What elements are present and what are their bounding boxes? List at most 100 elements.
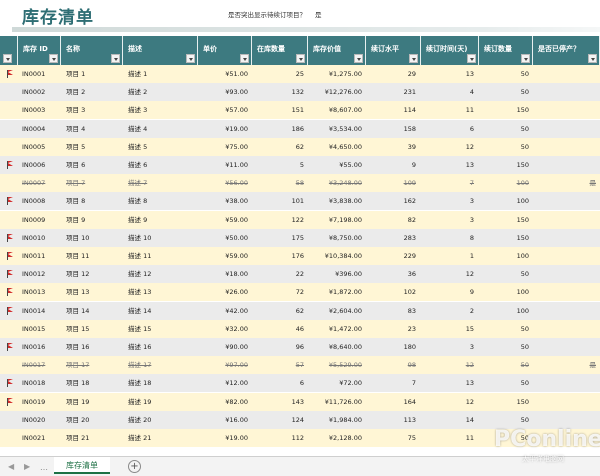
cell-reorder-days[interactable]: 8 <box>469 233 474 242</box>
cell-reorder-level[interactable]: 9 <box>411 161 416 169</box>
cell-discontinued[interactable] <box>533 393 596 411</box>
cell-inventory-id[interactable]: IN0004 <box>22 124 46 133</box>
cell-description[interactable]: 描述 15 <box>128 324 152 333</box>
cell-reorder-qty[interactable]: 150 <box>516 233 529 242</box>
cell-reorder-qty[interactable]: 150 <box>516 106 529 115</box>
cell-discontinued[interactable]: 是 <box>589 179 597 188</box>
table-row[interactable]: IN0011 项目 11 描述 11 ¥59.00 176 ¥10,384.00 229 1 1… <box>0 247 600 265</box>
cell-description[interactable]: 描述 12 <box>128 270 152 279</box>
cell-name[interactable]: 项目 8 <box>66 197 86 206</box>
cell-inventory-value[interactable]: ¥3,248.00 <box>328 179 362 188</box>
cell-description[interactable]: 描述 10 <box>128 233 152 242</box>
cell-name[interactable]: 项目 15 <box>66 324 90 333</box>
cell-inventory-id[interactable]: IN0007 <box>22 179 46 188</box>
cell-reorder-days[interactable]: 15 <box>465 324 474 333</box>
cell-inventory-id[interactable]: IN0018 <box>22 379 46 388</box>
cell-reorder-qty[interactable]: 50 <box>520 361 529 370</box>
cell-reorder-qty[interactable]: 100 <box>516 252 529 260</box>
cell-inventory-id[interactable]: IN0011 <box>22 252 46 260</box>
filter-dropdown-icon[interactable] <box>3 54 12 63</box>
header-reorder-days[interactable]: 续订时间(天) <box>421 36 479 65</box>
cell-discontinued[interactable] <box>533 320 596 338</box>
cell-reorder-qty[interactable]: 50 <box>520 434 529 442</box>
cell-inventory-id[interactable]: IN0014 <box>22 306 46 315</box>
cell-qty-in-stock[interactable]: 112 <box>291 434 304 442</box>
cell-unit-price[interactable]: ¥16.00 <box>225 415 248 424</box>
table-row[interactable]: IN0005 项目 5 描述 5 ¥75.00 62 ¥4,650.00 39 12 50 <box>0 137 600 156</box>
cell-reorder-days[interactable]: 13 <box>465 161 474 169</box>
cell-description[interactable]: 描述 17 <box>128 361 152 370</box>
cell-reorder-level[interactable]: 83 <box>407 306 416 315</box>
cell-name[interactable]: 项目 17 <box>66 361 90 370</box>
cell-discontinued[interactable] <box>533 302 596 320</box>
cell-inventory-id[interactable]: IN0016 <box>22 343 46 351</box>
filter-dropdown-icon[interactable] <box>354 54 363 63</box>
cell-reorder-qty[interactable]: 150 <box>516 397 529 406</box>
cell-inventory-id[interactable]: IN0005 <box>22 142 46 151</box>
cell-reorder-days[interactable]: 2 <box>469 306 474 315</box>
cell-unit-price[interactable]: ¥51.00 <box>225 70 248 78</box>
cell-reorder-qty[interactable]: 100 <box>516 197 529 206</box>
cell-reorder-days[interactable]: 9 <box>469 288 474 297</box>
cell-description[interactable]: 描述 13 <box>128 288 152 297</box>
cell-reorder-qty[interactable]: 50 <box>520 142 529 151</box>
cell-name[interactable]: 项目 14 <box>66 306 90 315</box>
table-row[interactable]: IN0006 项目 6 描述 6 ¥11.00 5 ¥55.00 9 13 150 <box>0 156 600 174</box>
table-row[interactable]: IN0009 项目 9 描述 9 ¥59.00 122 ¥7,198.00 82 3 150 <box>0 210 600 229</box>
cell-inventory-value[interactable]: ¥8,607.00 <box>328 106 362 115</box>
cell-reorder-qty[interactable]: 100 <box>516 179 529 188</box>
cell-reorder-days[interactable]: 6 <box>469 124 474 133</box>
table-row[interactable]: IN0016 项目 16 描述 16 ¥90.00 96 ¥8,640.00 180 3 50 <box>0 338 600 356</box>
cell-description[interactable]: 描述 16 <box>128 343 152 351</box>
cell-qty-in-stock[interactable]: 22 <box>295 270 304 279</box>
cell-discontinued[interactable] <box>533 138 596 156</box>
header-reorder-level[interactable]: 续订水平 <box>366 36 421 65</box>
cell-reorder-days[interactable]: 4 <box>469 88 474 97</box>
table-row[interactable]: IN0004 项目 4 描述 4 ¥19.00 186 ¥3,534.00 158 6 50 <box>0 119 600 138</box>
cell-description[interactable]: 描述 6 <box>128 161 148 169</box>
more-tabs-icon[interactable]: … <box>40 463 48 472</box>
cell-inventory-id[interactable]: IN0010 <box>22 233 46 242</box>
cell-reorder-level[interactable]: 39 <box>407 142 416 151</box>
cell-inventory-id[interactable]: IN0001 <box>22 70 46 78</box>
cell-name[interactable]: 项目 10 <box>66 233 90 242</box>
cell-reorder-days[interactable]: 12 <box>465 142 474 151</box>
cell-description[interactable]: 描述 18 <box>128 379 152 388</box>
cell-unit-price[interactable]: ¥38.00 <box>225 197 248 206</box>
table-row[interactable]: IN0007 项目 7 描述 7 ¥56.00 58 ¥3,248.00 109 7 100 是 <box>0 174 600 193</box>
cell-qty-in-stock[interactable]: 25 <box>295 70 304 78</box>
cell-reorder-level[interactable]: 231 <box>403 88 416 97</box>
cell-reorder-level[interactable]: 114 <box>403 106 416 115</box>
cell-name[interactable]: 项目 12 <box>66 270 90 279</box>
cell-unit-price[interactable]: ¥59.00 <box>225 215 248 224</box>
cell-inventory-value[interactable]: ¥8,750.00 <box>328 233 362 242</box>
cell-unit-price[interactable]: ¥12.00 <box>225 379 248 388</box>
cell-qty-in-stock[interactable]: 122 <box>291 215 304 224</box>
cell-inventory-value[interactable]: ¥1,984.00 <box>328 415 362 424</box>
scroll-right-icon[interactable]: ▶ <box>24 462 31 471</box>
cell-qty-in-stock[interactable]: 62 <box>295 306 304 315</box>
cell-reorder-days[interactable]: 7 <box>469 179 474 188</box>
cell-inventory-value[interactable]: ¥5,529.00 <box>328 361 362 370</box>
cell-description[interactable]: 描述 1 <box>128 70 148 78</box>
cell-name[interactable]: 项目 3 <box>66 106 86 115</box>
cell-unit-price[interactable]: ¥18.00 <box>225 270 248 279</box>
cell-unit-price[interactable]: ¥32.00 <box>225 324 248 333</box>
cell-discontinued[interactable]: 是 <box>589 361 597 370</box>
header-discontinued[interactable]: 是否已停产？ <box>533 36 600 65</box>
cell-discontinued[interactable] <box>533 283 596 301</box>
cell-reorder-level[interactable]: 164 <box>403 397 416 406</box>
cell-discontinued[interactable] <box>533 65 596 83</box>
cell-description[interactable]: 描述 4 <box>128 124 148 133</box>
cell-reorder-level[interactable]: 7 <box>411 379 416 388</box>
filter-dropdown-icon[interactable] <box>186 54 195 63</box>
cell-reorder-qty[interactable]: 100 <box>516 306 529 315</box>
table-row[interactable]: IN0021 项目 21 描述 21 ¥19.00 112 ¥2,128.00 75 11 50 <box>0 429 600 447</box>
cell-qty-in-stock[interactable]: 186 <box>291 124 304 133</box>
cell-reorder-days[interactable]: 14 <box>465 415 474 424</box>
cell-unit-price[interactable]: ¥19.00 <box>225 434 248 442</box>
cell-reorder-qty[interactable]: 150 <box>516 215 529 224</box>
cell-discontinued[interactable] <box>533 265 596 283</box>
cell-reorder-days[interactable]: 12 <box>465 397 474 406</box>
cell-unit-price[interactable]: ¥82.00 <box>225 397 248 406</box>
